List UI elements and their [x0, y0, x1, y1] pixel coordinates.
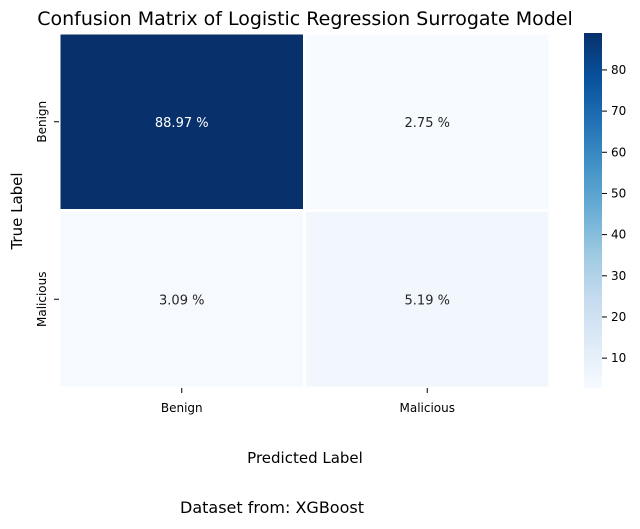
cell-value-label: 3.09 %	[159, 293, 204, 308]
colorbar-tick-label: 20	[611, 310, 626, 324]
y-axis-ticks: Benign Malicious	[35, 101, 59, 327]
y-tick-label: Malicious	[35, 271, 49, 327]
x-tick-label: Benign	[161, 401, 203, 415]
cell-value-label: 2.75 %	[405, 116, 450, 131]
heatmap-cell-labels: 88.97 % 2.75 % 3.09 % 5.19 %	[155, 116, 450, 309]
colorbar-tick-label: 30	[611, 269, 626, 283]
heatmap-cell	[306, 212, 549, 387]
heatmap-cells	[60, 34, 549, 387]
heatmap-cell	[306, 34, 549, 209]
cell-value-label: 5.19 %	[405, 293, 450, 308]
colorbar-tick-label: 70	[611, 104, 626, 118]
colorbar-tick-label: 60	[611, 145, 626, 159]
x-axis-label: Predicted Label	[247, 449, 363, 467]
chart-title: Confusion Matrix of Logistic Regression …	[37, 8, 573, 30]
heatmap-cell	[60, 212, 303, 387]
y-axis-label: True Label	[8, 172, 26, 250]
colorbar-ticks: 10 20 30 40 50 60 70 80	[602, 63, 626, 365]
heatmap-cell	[60, 34, 303, 209]
colorbar-tick-label: 40	[611, 228, 626, 242]
x-tick-label: Malicious	[399, 401, 455, 415]
colorbar-tick-label: 10	[611, 351, 626, 365]
x-axis-ticks: Benign Malicious	[161, 388, 455, 415]
colorbar-tick-label: 80	[611, 63, 626, 77]
colorbar	[584, 33, 602, 388]
cell-value-label: 88.97 %	[155, 116, 209, 131]
dataset-footer: Dataset from: XGBoost	[180, 498, 364, 517]
colorbar-tick-label: 50	[611, 186, 626, 200]
y-tick-label: Benign	[35, 101, 49, 143]
